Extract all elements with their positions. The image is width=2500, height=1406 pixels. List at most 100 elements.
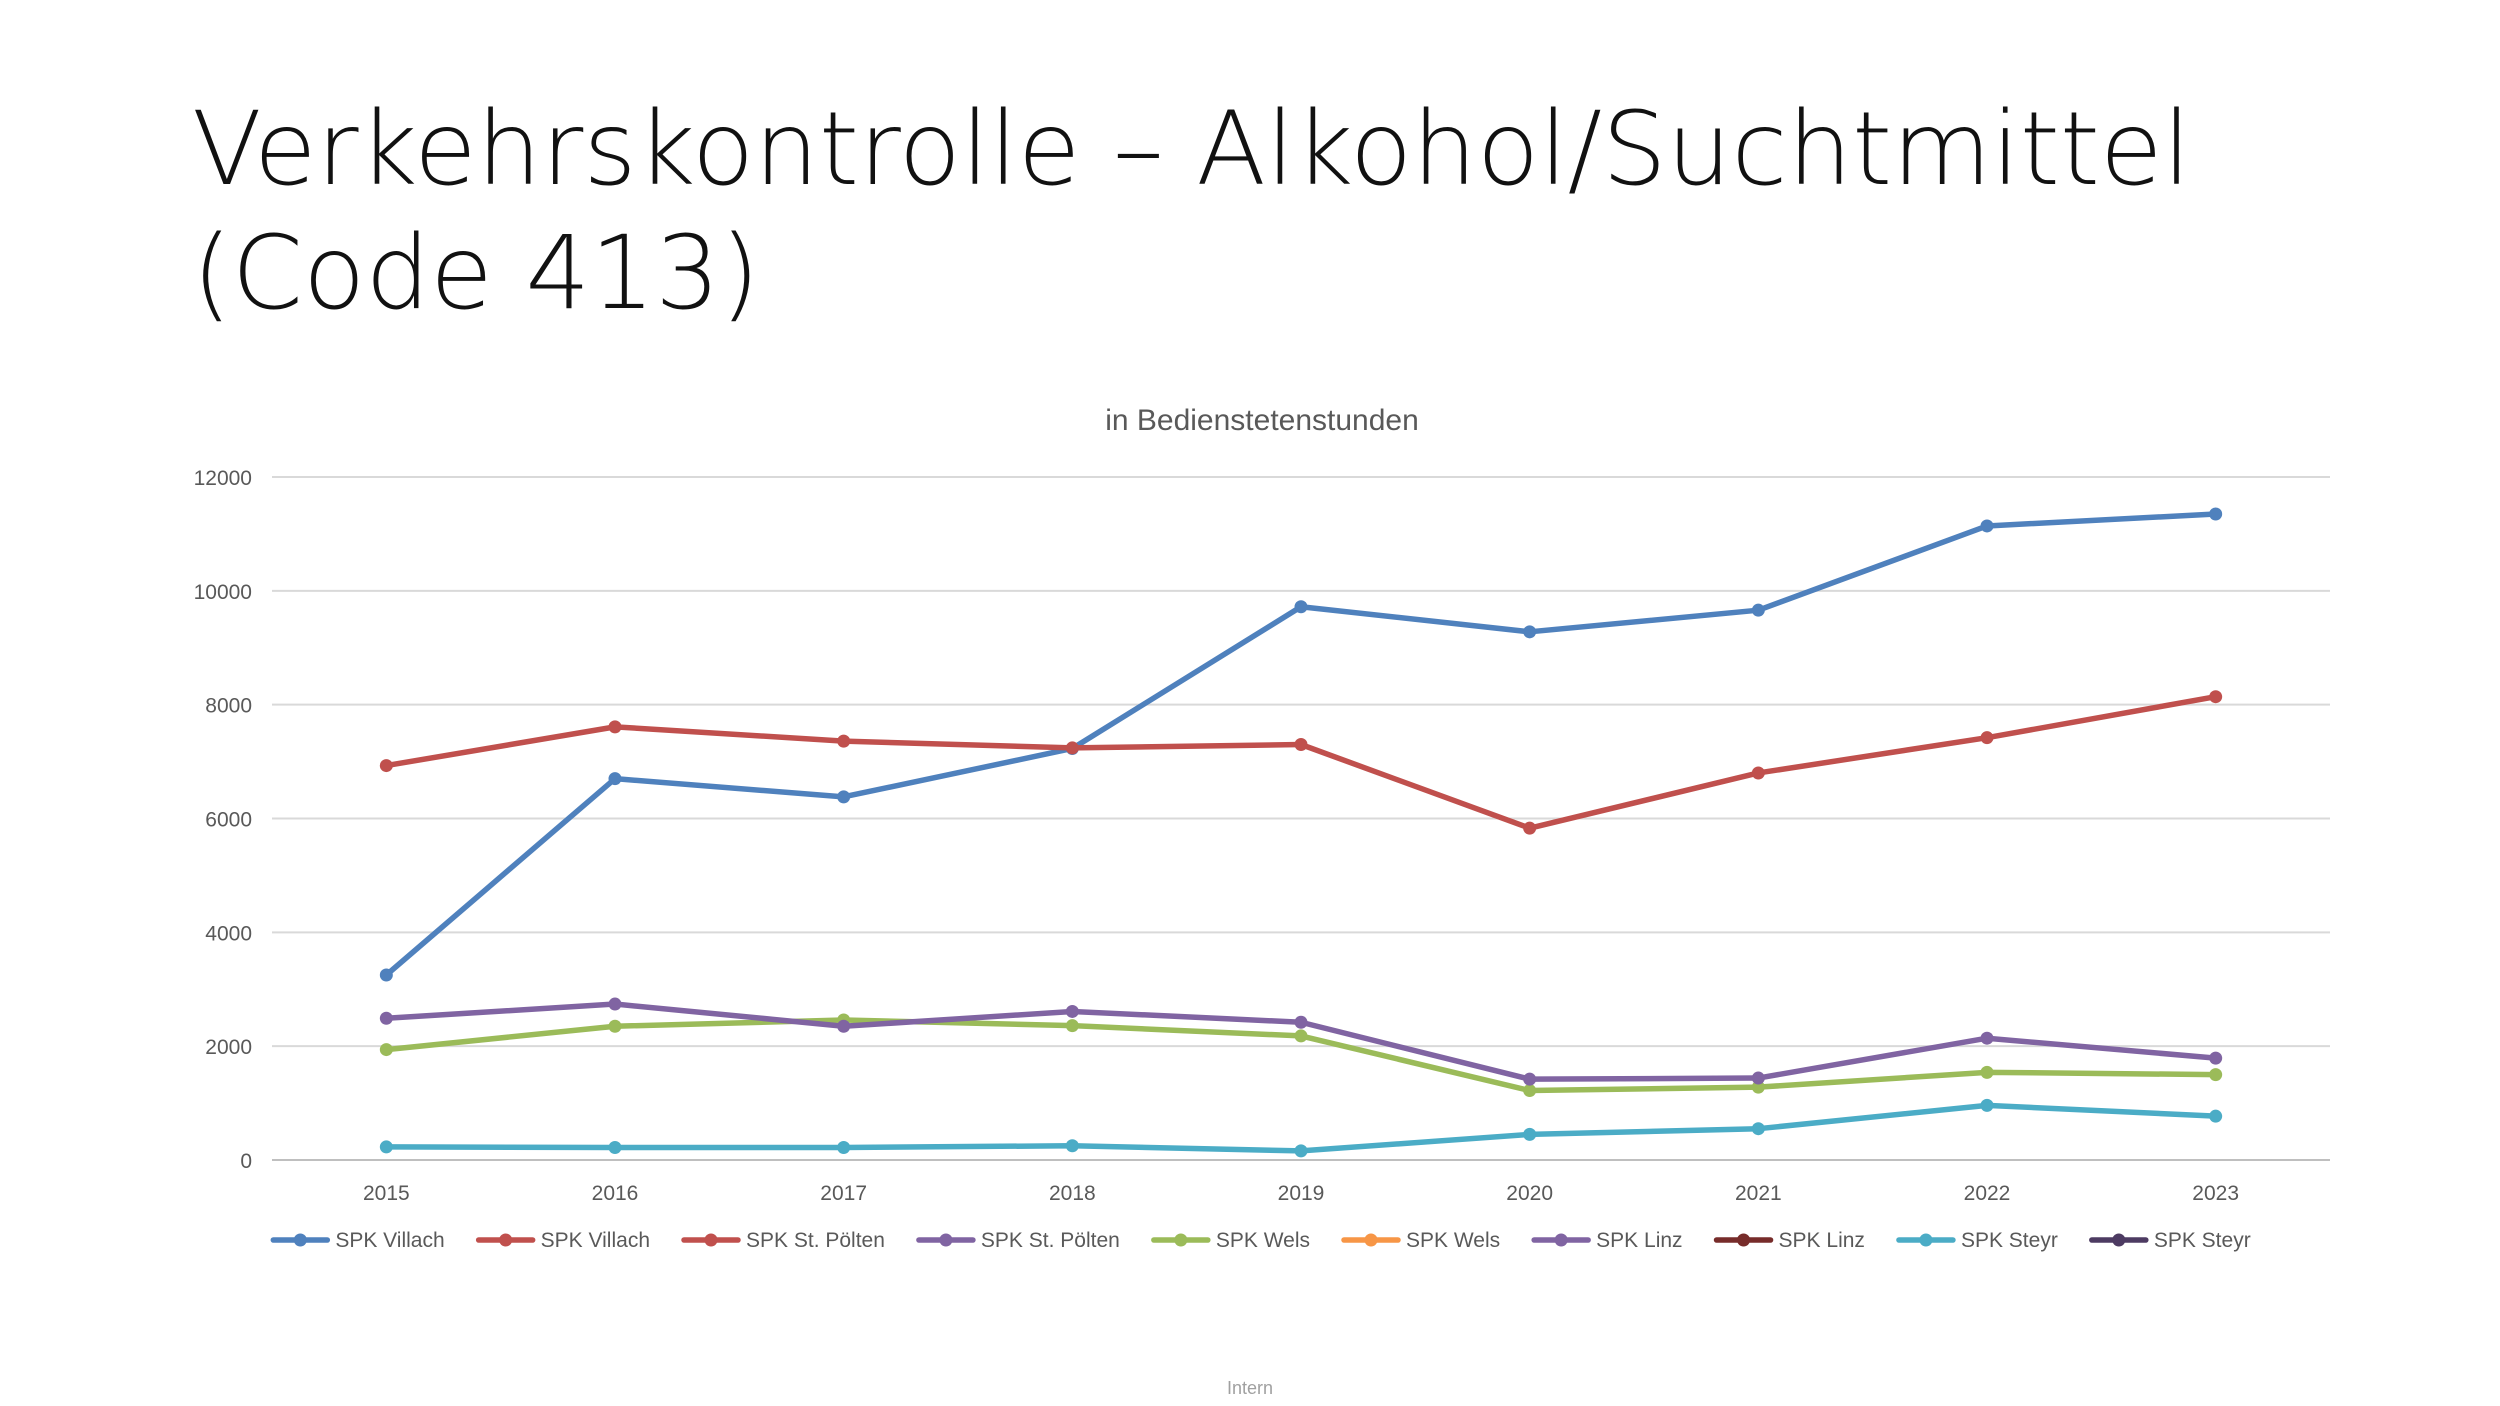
data-point (1980, 1065, 1994, 1079)
legend-item: SPK Linz (1713, 1229, 1865, 1252)
data-point (379, 1043, 393, 1057)
data-point (1294, 738, 1308, 752)
y-tick-label: 6000 (205, 809, 252, 832)
data-point (1523, 625, 1537, 639)
series-line (383, 1102, 2219, 1154)
x-axis-ticks: 2015 2016 2017 2018 2019 2020 2021 2022 2023 (363, 1182, 2239, 1205)
legend-item: SPK St. Pölten (916, 1229, 1120, 1252)
data-point (1980, 519, 1994, 533)
legend-label: SPK St. Pölten (746, 1229, 885, 1252)
x-tick-label: 2017 (820, 1182, 867, 1205)
data-point (2209, 507, 2223, 521)
data-point (1294, 600, 1308, 614)
y-tick-label: 12000 (194, 467, 252, 490)
legend-swatch-marker (1737, 1233, 1751, 1247)
data-point (608, 997, 622, 1011)
data-point (2209, 690, 2223, 704)
data-point (608, 772, 622, 786)
data-point (1065, 1019, 1079, 1033)
data-point (1751, 1071, 1765, 1085)
data-point (1065, 1004, 1079, 1018)
data-point (837, 1140, 851, 1154)
legend-item: SPK Villach (270, 1229, 445, 1252)
chart-title: in Bedienstetenstunden (1105, 404, 1419, 437)
legend-item: SPK Steyr (2089, 1229, 2251, 1252)
legend-item: SPK Wels (1341, 1229, 1500, 1252)
legend-swatch-marker (293, 1233, 307, 1247)
data-point (837, 790, 851, 804)
legend-item: SPK Steyr (1896, 1229, 2058, 1252)
legend-swatch-marker (704, 1233, 718, 1247)
data-point (2209, 1109, 2223, 1123)
legend-swatch-marker (2112, 1233, 2126, 1247)
x-tick-label: 2018 (1049, 1182, 1096, 1205)
slide-title-line-2: (Code 413) (192, 214, 760, 333)
y-axis-ticks: 0 2000 4000 6000 8000 10000 12000 (194, 467, 252, 1173)
series-6 (379, 997, 2223, 1086)
legend-item: SPK Wels (1151, 1229, 1310, 1252)
x-tick-label: 2015 (363, 1182, 410, 1205)
data-point (1523, 1072, 1537, 1086)
data-point (1980, 1098, 1994, 1112)
series-8 (379, 1098, 2223, 1158)
footer-label: Intern (1226, 1378, 1274, 1398)
data-point (1751, 1080, 1765, 1094)
series-lines (379, 507, 2223, 1158)
y-tick-label: 0 (240, 1150, 252, 1173)
legend: SPK Villach SPK Villach SPK St. Pölten SPK … (270, 1229, 2251, 1252)
data-point (1751, 603, 1765, 617)
x-tick-label: 2020 (1506, 1182, 1553, 1205)
x-tick-label: 2019 (1278, 1182, 1325, 1205)
legend-swatch-marker (1554, 1233, 1568, 1247)
legend-label: SPK Wels (1406, 1229, 1500, 1252)
data-point (1065, 741, 1079, 755)
legend-label: SPK Steyr (2154, 1229, 2251, 1252)
data-point (608, 1140, 622, 1154)
data-point (1980, 731, 1994, 745)
data-point (608, 1019, 622, 1033)
legend-label: SPK Steyr (1961, 1229, 2058, 1252)
data-point (1523, 1084, 1537, 1098)
legend-item: SPK Villach (475, 1229, 650, 1252)
data-point (1523, 1127, 1537, 1141)
data-point (837, 734, 851, 748)
legend-label: SPK Linz (1596, 1229, 1682, 1252)
y-tick-label: 10000 (194, 581, 252, 604)
data-point (608, 720, 622, 734)
slide-title-line-1: Verkehrskontrolle – Alkohol/Suchtmittel (192, 90, 2191, 209)
data-point (1523, 821, 1537, 835)
data-point (1751, 766, 1765, 780)
data-point (379, 968, 393, 982)
series-0 (379, 507, 2223, 982)
data-point (1294, 1144, 1308, 1158)
data-point (837, 1019, 851, 1033)
data-point (379, 1140, 393, 1154)
x-tick-label: 2016 (592, 1182, 639, 1205)
x-tick-label: 2021 (1735, 1182, 1782, 1205)
data-point (1751, 1122, 1765, 1136)
data-point (1294, 1029, 1308, 1043)
legend-swatch-marker (939, 1233, 953, 1247)
data-point (379, 759, 393, 773)
slide-title: Verkehrskontrolle – Alkohol/Suchtmittel … (192, 88, 2392, 336)
legend-swatch-marker (499, 1233, 513, 1247)
legend-swatch-marker (1919, 1233, 1933, 1247)
series-4 (379, 1013, 2223, 1098)
legend-label: SPK Wels (1216, 1229, 1310, 1252)
legend-item: SPK St. Pölten (681, 1229, 885, 1252)
x-tick-label: 2022 (1964, 1182, 2011, 1205)
data-point (379, 1011, 393, 1025)
legend-swatch-marker (1364, 1233, 1378, 1247)
legend-label: SPK Linz (1779, 1229, 1865, 1252)
y-tick-label: 2000 (205, 1036, 252, 1059)
y-tick-label: 4000 (205, 922, 252, 945)
data-point (1980, 1031, 1994, 1045)
legend-label: SPK Villach (335, 1229, 444, 1252)
y-tick-label: 8000 (205, 695, 252, 718)
legend-item: SPK Linz (1531, 1229, 1683, 1252)
data-point (1294, 1015, 1308, 1029)
data-point (2209, 1068, 2223, 1082)
gridlines (272, 476, 2330, 1161)
legend-label: SPK St. Pölten (981, 1229, 1120, 1252)
